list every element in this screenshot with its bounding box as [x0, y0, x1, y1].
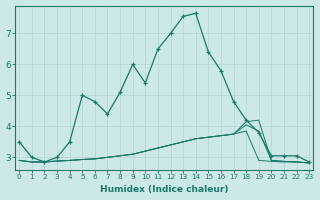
X-axis label: Humidex (Indice chaleur): Humidex (Indice chaleur): [100, 185, 228, 194]
